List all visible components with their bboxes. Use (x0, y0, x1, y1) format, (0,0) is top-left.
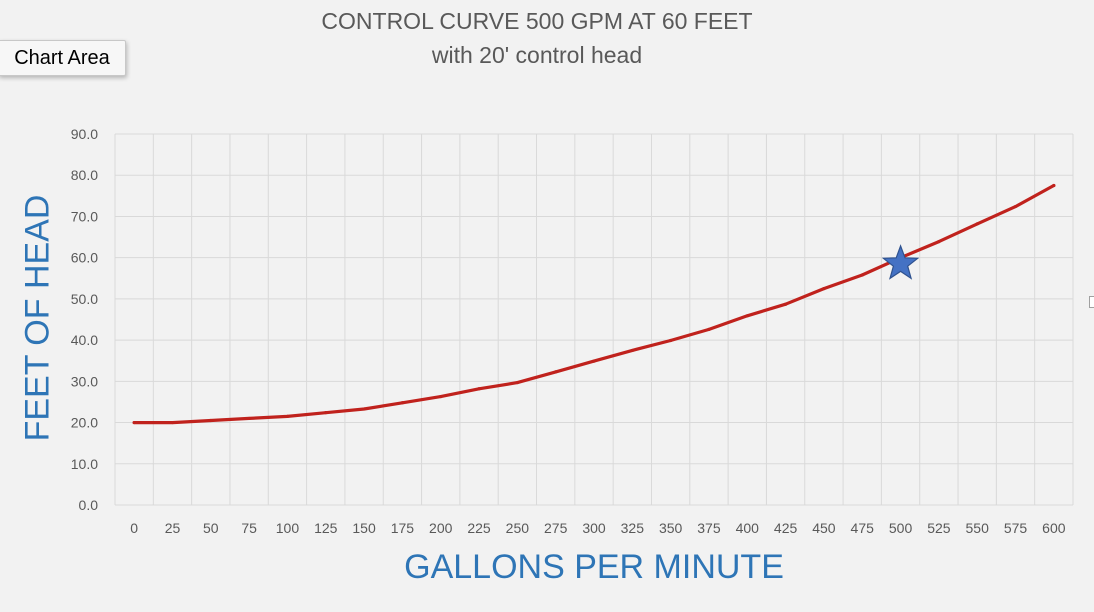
x-tick-label: 400 (736, 520, 760, 536)
x-tick-label: 125 (314, 520, 338, 536)
data-point (745, 314, 749, 318)
x-tick-label: 25 (165, 520, 181, 536)
x-tick-label: 0 (130, 520, 138, 536)
y-tick-label: 40.0 (71, 332, 98, 348)
data-point (554, 370, 558, 374)
x-tick-label: 600 (1042, 520, 1066, 536)
x-tick-label: 75 (241, 520, 257, 536)
data-point (822, 286, 826, 291)
y-tick-label: 0.0 (79, 497, 99, 513)
data-point (937, 239, 941, 244)
chart-area-tooltip: Chart Area (0, 40, 126, 76)
x-tick-label: 175 (391, 520, 415, 536)
star-marker (881, 244, 920, 280)
x-tick-label: 275 (544, 520, 568, 536)
x-tick-label: 350 (659, 520, 683, 536)
x-tick-label: 100 (276, 520, 300, 536)
chart-title: CONTROL CURVE 500 GPM AT 60 FEET (321, 8, 753, 34)
x-tick-label: 425 (774, 520, 798, 536)
x-tick-label: 250 (506, 520, 530, 536)
x-tick-label: 225 (467, 520, 491, 536)
x-tick-label: 500 (889, 520, 913, 536)
data-point (362, 407, 366, 411)
data-point (209, 418, 213, 423)
y-tick-label: 60.0 (71, 250, 98, 266)
data-point (707, 327, 711, 331)
data-point (439, 394, 443, 399)
y-tick-label: 30.0 (71, 373, 98, 389)
y-tick-label: 50.0 (71, 291, 98, 307)
x-tick-label: 300 (582, 520, 606, 536)
y-tick-label: 80.0 (71, 167, 98, 183)
plot-background (115, 134, 1073, 505)
x-tick-label: 575 (1004, 520, 1028, 536)
data-point (247, 416, 251, 421)
x-tick-label: 550 (966, 520, 990, 536)
x-tick-label: 475 (851, 520, 875, 536)
data-point (515, 380, 519, 385)
data-point (1052, 183, 1056, 188)
data-point (170, 420, 175, 425)
data-point (630, 348, 634, 353)
y-tick-label: 70.0 (71, 208, 98, 224)
data-point (285, 414, 290, 418)
x-tick-label: 450 (812, 520, 836, 536)
y-tick-label: 90.0 (71, 126, 98, 142)
x-tick-label: 150 (352, 520, 376, 536)
data-point (669, 338, 673, 343)
x-tick-label: 375 (697, 520, 721, 536)
data-point (400, 401, 404, 405)
x-tick-label: 50 (203, 520, 219, 536)
y-tick-label: 20.0 (71, 415, 98, 431)
x-axis-label: GALLONS PER MINUTE (404, 548, 784, 586)
data-point (324, 411, 328, 415)
y-tick-label: 10.0 (71, 456, 98, 472)
x-tick-label: 325 (621, 520, 645, 536)
chart-resize-handle[interactable] (1089, 296, 1094, 308)
data-point (784, 302, 788, 306)
data-point (477, 387, 481, 391)
data-point (1013, 204, 1018, 209)
chart-subtitle: with 20' control head (431, 42, 643, 68)
data-point (132, 420, 136, 425)
data-point (592, 359, 596, 363)
data-point (860, 273, 864, 277)
x-tick-label: 200 (429, 520, 453, 536)
x-tick-label: 525 (927, 520, 951, 536)
data-point (975, 222, 979, 226)
